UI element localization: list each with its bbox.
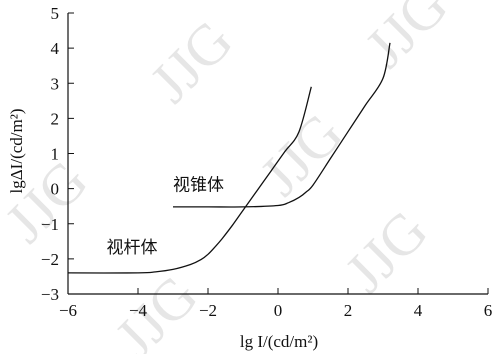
watermark-text: JJG (332, 197, 440, 305)
rod-label: 视杆体 (107, 238, 158, 258)
y-tick-label: 4 (51, 39, 60, 58)
y-tick-label: 3 (51, 74, 60, 93)
watermark-text: JJG (352, 0, 460, 80)
rod-curve (67, 86, 312, 274)
cone-curve (172, 42, 391, 208)
y-tick-label: 5 (51, 4, 60, 23)
x-tick-label: 0 (274, 301, 283, 320)
x-tick-label: −6 (59, 301, 77, 320)
ticks: −6 −4 −2 0 2 4 6 −3 −2 −1 0 1 2 3 4 5 (41, 4, 492, 320)
series-layer (67, 42, 391, 274)
y-tick-label: 2 (51, 109, 60, 128)
x-tick-label: 2 (344, 301, 353, 320)
watermark-text: JJG (247, 100, 355, 208)
y-tick-label: −2 (41, 250, 59, 269)
y-tick-label: −3 (41, 285, 59, 304)
x-tick-label: 4 (414, 301, 423, 320)
watermark-text: JJG (102, 262, 210, 354)
x-tick-label: −4 (129, 301, 148, 320)
x-tick-label: −2 (199, 301, 217, 320)
y-tick-label: −1 (41, 215, 59, 234)
y-tick-label: 1 (51, 145, 60, 164)
x-tick-label: 6 (484, 301, 493, 320)
y-tick-label: 0 (51, 180, 60, 199)
cone-label: 视锥体 (173, 175, 224, 195)
x-axis-title: lg I/(cd/m²) (240, 332, 318, 351)
y-axis-title: lgΔI/(cd/m²) (7, 109, 26, 194)
watermark-text: JJG (137, 7, 245, 115)
